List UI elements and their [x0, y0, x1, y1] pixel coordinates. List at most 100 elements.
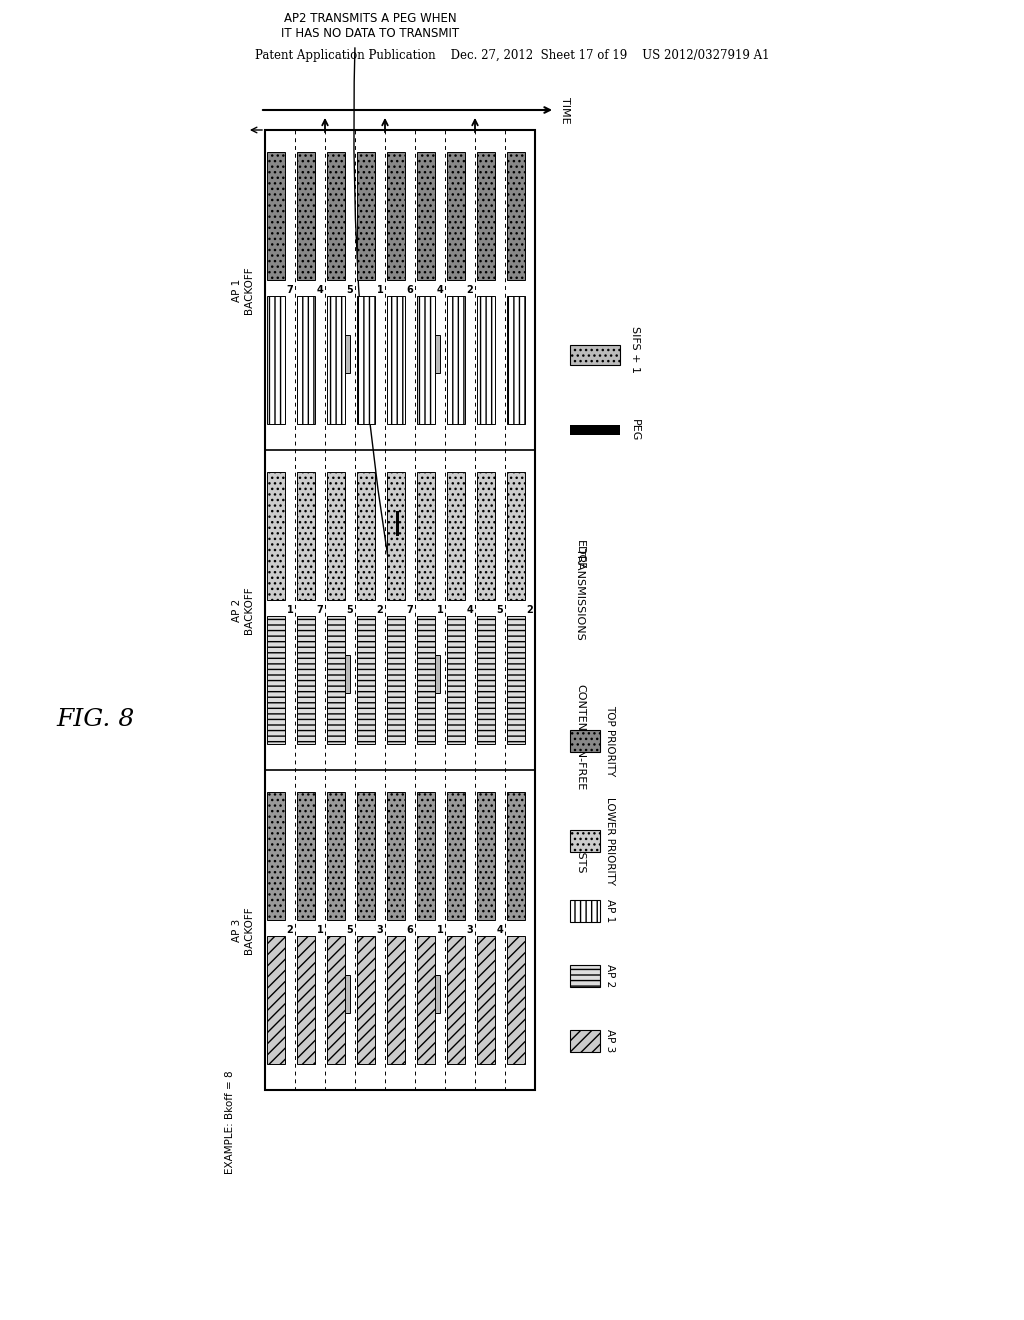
Text: FIG. 8: FIG. 8 [56, 709, 134, 731]
Text: 5: 5 [346, 285, 353, 294]
Text: 1: 1 [377, 285, 383, 294]
Text: 7: 7 [407, 605, 414, 615]
Bar [435, 974, 440, 1014]
Bar [327, 473, 345, 601]
Text: 2: 2 [467, 285, 473, 294]
Text: AP 2: AP 2 [605, 965, 615, 987]
Bar [297, 936, 315, 1064]
Text: 4: 4 [316, 285, 324, 294]
Bar [507, 297, 525, 425]
Bar [297, 792, 315, 920]
Bar [266, 792, 285, 920]
Text: AP 1
BACKOFF: AP 1 BACKOFF [232, 267, 254, 314]
Text: 1: 1 [436, 925, 443, 935]
Bar [570, 425, 620, 436]
Bar [266, 936, 285, 1064]
Bar [297, 152, 315, 280]
Text: 1: 1 [287, 605, 293, 615]
Bar [446, 936, 465, 1064]
Bar [446, 473, 465, 601]
Bar [570, 900, 600, 921]
Bar [266, 473, 285, 601]
Bar [356, 152, 375, 280]
Text: PEG: PEG [630, 418, 640, 441]
Bar [570, 1030, 600, 1052]
Bar [570, 830, 600, 851]
Bar [417, 152, 435, 280]
Bar [356, 792, 375, 920]
Bar [327, 297, 345, 425]
Bar [297, 473, 315, 601]
Bar [297, 297, 315, 425]
Text: 1: 1 [316, 925, 324, 935]
Bar [446, 616, 465, 744]
Bar [356, 616, 375, 744]
Bar [266, 152, 285, 280]
Bar [417, 792, 435, 920]
Bar [570, 345, 620, 366]
Text: AP 3: AP 3 [605, 1030, 615, 1052]
Text: 3: 3 [467, 925, 473, 935]
Text: TIME: TIME [560, 96, 570, 123]
Bar [417, 616, 435, 744]
Bar [417, 297, 435, 425]
Bar [476, 936, 495, 1064]
Text: Patent Application Publication    Dec. 27, 2012  Sheet 17 of 19    US 2012/03279: Patent Application Publication Dec. 27, … [255, 49, 769, 62]
Bar [570, 730, 600, 752]
Text: 3: 3 [377, 925, 383, 935]
Text: 5: 5 [346, 605, 353, 615]
Bar [476, 473, 495, 601]
Text: 4: 4 [497, 925, 504, 935]
Bar [476, 152, 495, 280]
Bar [327, 936, 345, 1064]
Text: CONTENTION-FREE: CONTENTION-FREE [575, 684, 585, 789]
Bar [507, 936, 525, 1064]
Text: BURSTS: BURSTS [575, 830, 585, 875]
Bar [327, 616, 345, 744]
Bar [507, 792, 525, 920]
Text: 5: 5 [346, 925, 353, 935]
Text: 4: 4 [467, 605, 473, 615]
Bar [356, 936, 375, 1064]
Text: AP2 TRANSMITS A PEG WHEN
IT HAS NO DATA TO TRANSMIT: AP2 TRANSMITS A PEG WHEN IT HAS NO DATA … [281, 12, 459, 40]
Text: TRANSMISSIONS: TRANSMISSIONS [575, 548, 585, 640]
Text: 6: 6 [407, 285, 414, 294]
Text: 2: 2 [377, 605, 383, 615]
Bar [266, 616, 285, 744]
Bar [386, 792, 406, 920]
Bar [570, 965, 600, 987]
Text: 2: 2 [287, 925, 293, 935]
Bar [417, 473, 435, 601]
Bar [345, 655, 350, 693]
Text: AP 3
BACKOFF: AP 3 BACKOFF [232, 907, 254, 954]
Bar [435, 335, 440, 374]
Bar [446, 792, 465, 920]
Text: 7: 7 [287, 285, 293, 294]
Bar [386, 297, 406, 425]
Bar [386, 152, 406, 280]
Bar [386, 616, 406, 744]
Bar [417, 936, 435, 1064]
Text: 1: 1 [436, 605, 443, 615]
Bar [265, 129, 535, 1090]
Text: 6: 6 [407, 925, 414, 935]
Text: 7: 7 [316, 605, 324, 615]
Bar [476, 792, 495, 920]
Text: EDCF: EDCF [575, 540, 585, 570]
Bar [327, 152, 345, 280]
Text: AP 1: AP 1 [605, 899, 615, 923]
Text: TOP PRIORITY: TOP PRIORITY [605, 705, 615, 776]
Bar [356, 297, 375, 425]
Bar [297, 616, 315, 744]
Text: 4: 4 [436, 285, 443, 294]
Bar [435, 655, 440, 693]
Text: SIFS + 1: SIFS + 1 [630, 326, 640, 374]
Bar [345, 974, 350, 1014]
Text: 5: 5 [497, 605, 504, 615]
Bar [386, 936, 406, 1064]
Bar [356, 473, 375, 601]
Text: AP 2
BACKOFF: AP 2 BACKOFF [232, 586, 254, 634]
Bar [476, 616, 495, 744]
Text: LOWER PRIORITY: LOWER PRIORITY [605, 797, 615, 884]
Text: 2: 2 [526, 605, 534, 615]
